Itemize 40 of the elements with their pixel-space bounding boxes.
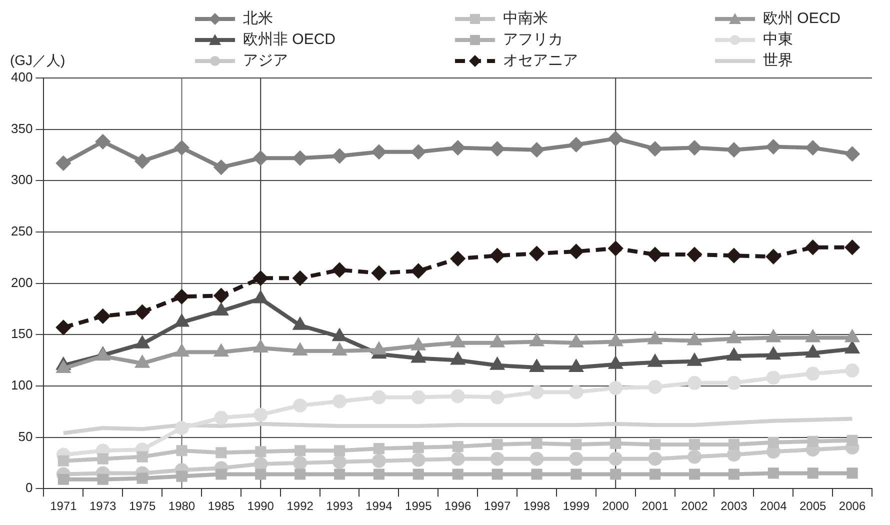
legend-label: 中南米 xyxy=(503,9,548,28)
x-tick-label: 2004 xyxy=(760,499,788,514)
x-tick-label: 1994 xyxy=(366,499,393,514)
x-tick-label: 1998 xyxy=(523,499,550,514)
legend-label: 欧州 OECD xyxy=(763,9,841,28)
x-tick-label: 2005 xyxy=(799,499,827,514)
legend-label: アジア xyxy=(243,51,288,70)
legend-label: 北米 xyxy=(243,9,273,28)
x-tick-label: 1973 xyxy=(90,499,117,514)
x-tick-label: 1993 xyxy=(326,499,354,514)
x-tick-label: 1990 xyxy=(247,499,274,514)
y-tick-label: 350 xyxy=(10,120,33,136)
y-axis-title: (GJ／人) xyxy=(10,52,66,70)
x-tick-label: 2002 xyxy=(681,499,708,514)
legend-label: オセアニア xyxy=(503,51,578,70)
y-tick-label: 150 xyxy=(10,326,33,342)
x-tick-label: 1992 xyxy=(286,499,314,514)
y-tick-label: 250 xyxy=(10,224,33,239)
x-tick-label: 1985 xyxy=(208,499,235,514)
x-tick-label: 1999 xyxy=(562,499,590,514)
y-tick-label: 200 xyxy=(10,274,33,290)
x-tick-label: 2001 xyxy=(642,499,669,514)
y-tick-label: 0 xyxy=(25,480,33,496)
x-tick-label: 2000 xyxy=(602,499,630,514)
legend-label: 世界 xyxy=(763,51,793,70)
x-tick-label: 1971 xyxy=(50,499,78,514)
x-tick-label: 1980 xyxy=(168,499,196,514)
x-tick-label: 1975 xyxy=(128,499,156,514)
x-tick-label: 1997 xyxy=(484,499,511,514)
x-tick-label: 2006 xyxy=(838,499,866,514)
x-tick-label: 1996 xyxy=(444,499,472,514)
legend-label: アフリカ xyxy=(503,30,563,49)
y-tick-label: 400 xyxy=(10,70,33,85)
y-tick-label: 100 xyxy=(10,378,33,393)
x-tick-label: 2003 xyxy=(720,499,748,514)
y-tick-label: 50 xyxy=(18,428,33,444)
y-tick-label: 300 xyxy=(10,172,33,188)
x-tick-label: 1995 xyxy=(405,499,432,514)
legend-label: 中東 xyxy=(763,30,793,49)
legend-label: 欧州非 OECD xyxy=(243,30,336,49)
